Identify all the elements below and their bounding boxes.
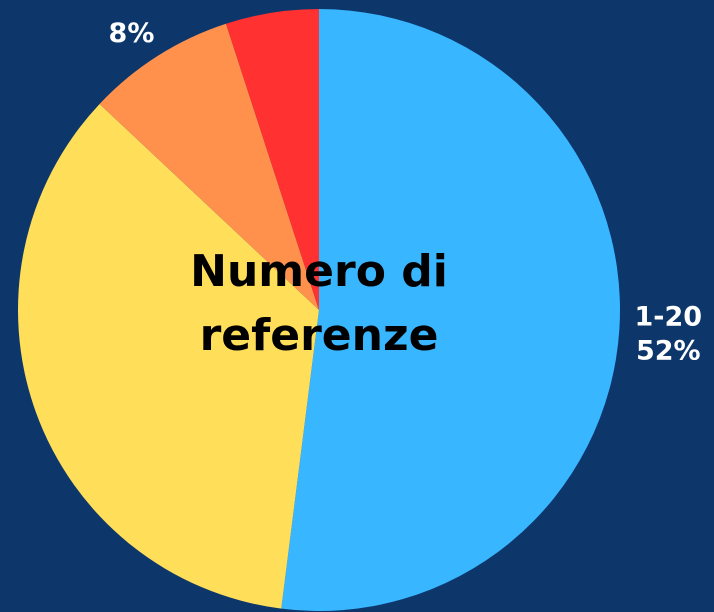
pie-slice bbox=[17, 103, 320, 609]
slice-category-label: 1-20 bbox=[635, 301, 703, 332]
slice-value-label: 8% bbox=[109, 18, 155, 49]
slice-value-label: 52% bbox=[636, 335, 701, 366]
pie-slice bbox=[99, 23, 319, 310]
chart-title: Numero di referenze bbox=[190, 246, 448, 361]
pie-slice bbox=[281, 9, 620, 611]
pie-slice bbox=[225, 8, 319, 310]
